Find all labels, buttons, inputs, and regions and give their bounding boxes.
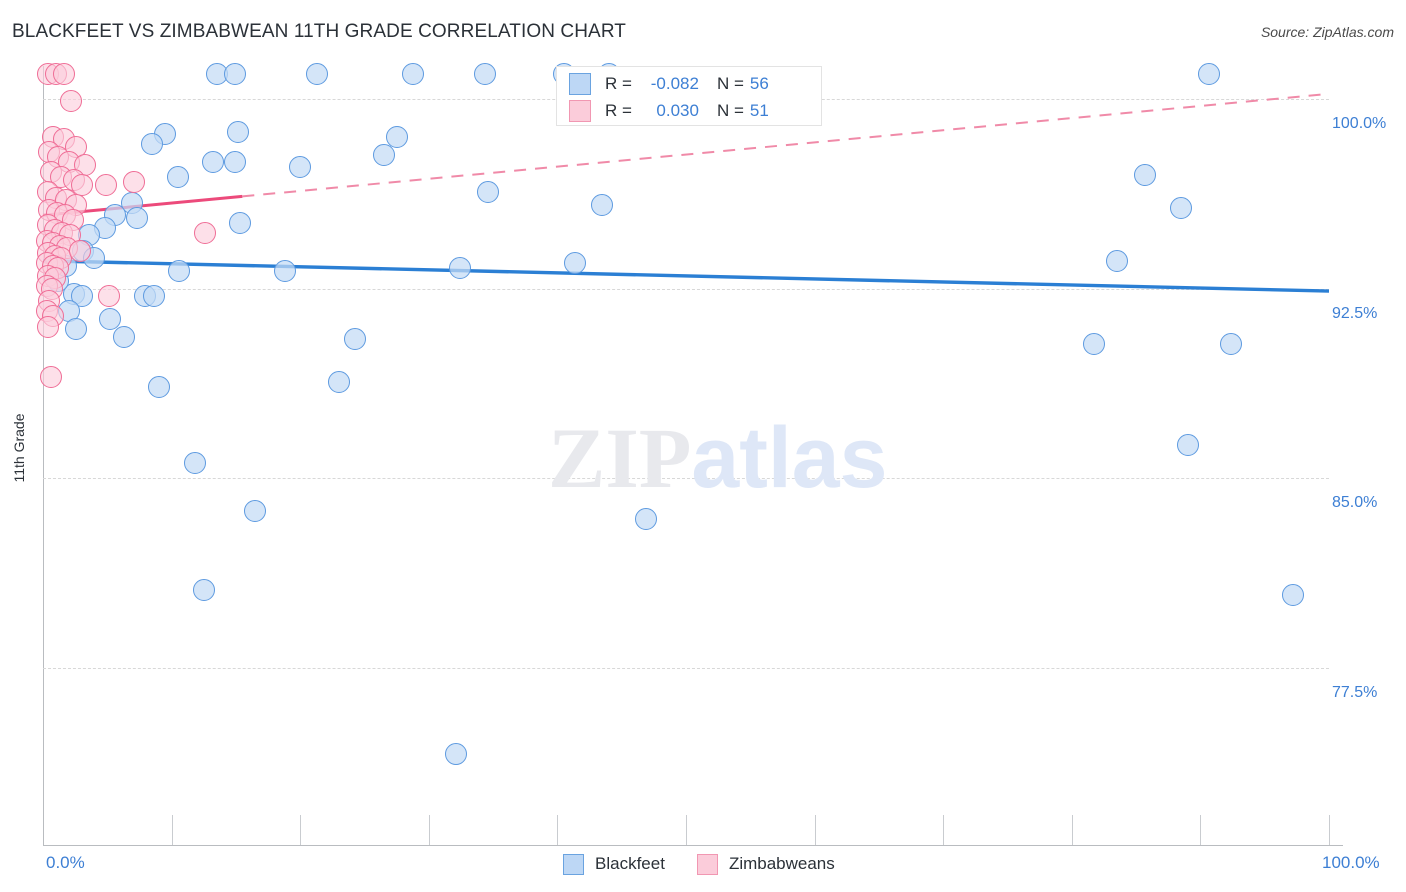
y-axis-line	[43, 66, 44, 846]
scatter-point[interactable]	[305, 62, 328, 85]
watermark-atlas: atlas	[691, 410, 888, 506]
page-title: BLACKFEET VS ZIMBABWEAN 11TH GRADE CORRE…	[12, 21, 627, 42]
legend-item-zimbabweans[interactable]: Zimbabweans	[696, 853, 835, 875]
scatter-point[interactable]	[223, 151, 246, 174]
scatter-point[interactable]	[372, 143, 395, 166]
stat-n-label-zimbabweans: N =	[716, 101, 744, 120]
scatter-point[interactable]	[448, 257, 471, 280]
scatter-point[interactable]	[1198, 62, 1221, 85]
x-axis-line	[43, 845, 1343, 846]
stat-r-label-blackfeet: R =	[605, 74, 632, 93]
source-attribution: Source: ZipAtlas.com	[1260, 24, 1394, 40]
scatter-point[interactable]	[97, 285, 120, 308]
scatter-point[interactable]	[223, 62, 246, 85]
scatter-point[interactable]	[113, 325, 136, 348]
x-axis-tick	[428, 815, 430, 845]
scatter-point[interactable]	[244, 500, 267, 523]
scatter-point[interactable]	[201, 151, 224, 174]
scatter-point[interactable]	[1220, 333, 1243, 356]
gridline	[43, 288, 1329, 290]
stat-swatch-blackfeet	[569, 73, 591, 95]
scatter-point[interactable]	[192, 578, 215, 601]
x-axis-tick	[686, 815, 687, 845]
scatter-point[interactable]	[168, 259, 191, 282]
legend-label-blackfeet: Blackfeet	[595, 854, 665, 873]
gridline	[43, 478, 1329, 480]
stat-n-label-blackfeet: N =	[716, 74, 744, 93]
scatter-point[interactable]	[327, 371, 350, 394]
scatter-point[interactable]	[564, 252, 587, 275]
scatter-point[interactable]	[289, 156, 312, 179]
scatter-point[interactable]	[1281, 583, 1304, 606]
scatter-point[interactable]	[69, 239, 92, 262]
gridline	[43, 667, 1329, 669]
stat-r-value-zimbabweans: 0.030	[656, 101, 699, 120]
x-axis-max-label: 100.0%	[1322, 853, 1380, 872]
x-axis-tick	[1329, 815, 1330, 845]
x-axis-tick	[814, 815, 816, 845]
scatter-point[interactable]	[98, 307, 121, 330]
scatter-point[interactable]	[65, 318, 88, 341]
scatter-point[interactable]	[591, 194, 614, 217]
scatter-point[interactable]	[476, 181, 499, 204]
y-axis-title: 11th Grade	[11, 413, 27, 483]
scatter-point[interactable]	[60, 90, 83, 113]
x-axis-tick	[171, 815, 173, 845]
scatter-point[interactable]	[1082, 333, 1105, 356]
scatter-point[interactable]	[385, 125, 408, 148]
x-axis-tick	[300, 815, 302, 845]
trendline-blackfeet	[42, 259, 1330, 293]
y-axis-tick-label: 92.5%	[1332, 304, 1378, 322]
scatter-point[interactable]	[474, 62, 497, 85]
zipatlas-watermark: ZIPatlas	[548, 408, 887, 508]
scatter-point[interactable]	[1170, 196, 1193, 219]
scatter-point[interactable]	[147, 376, 170, 399]
scatter-point[interactable]	[167, 166, 190, 189]
legend-swatch-zimbabweans	[696, 853, 718, 875]
scatter-point[interactable]	[444, 742, 467, 765]
scatter-point[interactable]	[194, 221, 217, 244]
scatter-point[interactable]	[635, 507, 658, 530]
y-axis-tick-label: 77.5%	[1332, 683, 1378, 701]
scatter-point[interactable]	[344, 328, 367, 351]
stat-row-zimbabweans: R = 0.030 N = 51	[557, 97, 823, 125]
stat-n-value-zimbabweans: 51	[749, 101, 769, 120]
x-axis-tick	[1200, 815, 1202, 845]
scatter-point[interactable]	[183, 452, 206, 475]
scatter-point[interactable]	[228, 211, 251, 234]
scatter-point[interactable]	[1134, 163, 1157, 186]
scatter-point[interactable]	[402, 62, 425, 85]
scatter-point[interactable]	[1176, 434, 1199, 457]
legend-label-zimbabweans: Zimbabweans	[728, 854, 835, 873]
y-axis-tick-label: 85.0%	[1332, 494, 1378, 512]
x-axis-tick	[943, 815, 945, 845]
stat-r-value-blackfeet: -0.082	[650, 74, 699, 93]
x-axis-tick	[557, 815, 559, 845]
legend-item-blackfeet[interactable]: Blackfeet	[563, 853, 665, 875]
scatter-point[interactable]	[95, 173, 117, 196]
stat-swatch-zimbabweans	[569, 100, 591, 122]
correlation-stats-legend: R = -0.082 N = 56 R = 0.030 N = 51	[556, 66, 822, 126]
x-axis-tick	[1071, 815, 1073, 845]
scatter-point[interactable]	[273, 259, 296, 282]
scatter-point[interactable]	[125, 206, 148, 229]
stat-r-label-zimbabweans: R =	[605, 101, 632, 120]
scatter-point[interactable]	[1105, 249, 1128, 272]
legend-swatch-blackfeet	[563, 853, 584, 875]
y-axis-tick-label: 100.0%	[1332, 114, 1387, 132]
series-legend: Blackfeet Zimbabweans	[563, 852, 867, 876]
scatter-point[interactable]	[37, 315, 60, 338]
x-axis-min-label: 0.0%	[46, 853, 85, 872]
scatter-point[interactable]	[123, 171, 146, 194]
scatter-point[interactable]	[227, 120, 250, 143]
scatter-point[interactable]	[39, 366, 62, 389]
stat-n-value-blackfeet: 56	[749, 74, 769, 93]
scatter-point[interactable]	[141, 133, 164, 156]
watermark-zip: ZIP	[548, 410, 692, 506]
scatter-point[interactable]	[52, 62, 75, 85]
stat-row-blackfeet: R = -0.082 N = 56	[557, 70, 823, 98]
scatter-point[interactable]	[142, 285, 165, 308]
